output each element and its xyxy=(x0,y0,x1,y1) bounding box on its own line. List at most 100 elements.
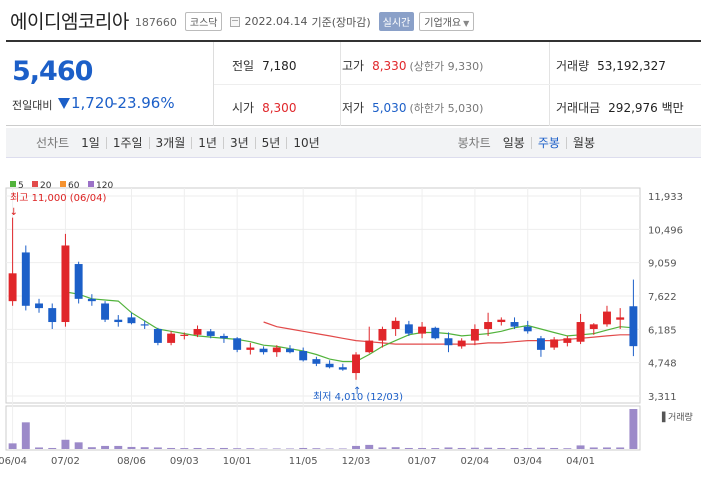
stock-chart[interactable]: 11,933 10,496 9,059 7,622 6,185 4,748 3,311 06/… xyxy=(0,170,705,488)
period-tab[interactable]: 5년 xyxy=(256,136,288,149)
volume-frame xyxy=(5,405,641,451)
candle-body xyxy=(365,340,374,353)
volume-bar xyxy=(563,448,572,449)
volume-bar xyxy=(299,447,308,449)
x-tick-label: 04/01 xyxy=(566,456,595,467)
candle-body xyxy=(338,367,347,370)
volume-bar xyxy=(167,447,176,449)
candle-body xyxy=(180,334,189,336)
x-tick-label: 10/01 xyxy=(223,456,252,467)
period-tab[interactable]: 1주일 xyxy=(107,136,150,149)
candle-body xyxy=(457,340,466,347)
candle-period-tab[interactable]: 주봉 xyxy=(532,136,567,149)
volume-bar xyxy=(8,443,17,449)
divider xyxy=(214,84,701,85)
amount-value: 292,976 백만 xyxy=(608,101,684,115)
low-arrow: ↑ xyxy=(353,386,361,397)
candle-period-tab[interactable]: 일봉 xyxy=(497,136,532,149)
candle-body xyxy=(325,363,334,368)
low-cell: 저가 5,030 (하한가 5,030) xyxy=(342,99,483,116)
volume-bar xyxy=(603,447,611,449)
volume-bar xyxy=(219,447,228,449)
candle-body xyxy=(101,303,110,320)
candle-body xyxy=(233,338,242,350)
candle-body xyxy=(87,298,96,302)
volume-bar xyxy=(48,447,57,449)
volume-bar xyxy=(180,448,189,449)
legend-swatch xyxy=(32,181,38,187)
prev-close-value: 7,180 xyxy=(262,59,297,73)
volume-bar xyxy=(550,447,559,449)
candle-body xyxy=(352,354,360,374)
volume-bar xyxy=(444,447,453,449)
period-tab[interactable]: 3개월 xyxy=(150,136,193,149)
candle-body xyxy=(8,273,17,302)
candle-body xyxy=(193,328,202,335)
candle-chart-label: 봉차트 xyxy=(457,136,491,150)
candle-body xyxy=(523,326,532,332)
volume-bar xyxy=(365,444,374,449)
x-tick-label: 07/02 xyxy=(51,456,80,467)
candle-body xyxy=(484,322,493,329)
volume-bar xyxy=(87,447,96,449)
volume-bar xyxy=(338,448,347,449)
candle-body xyxy=(21,252,30,306)
y-tick-label: 6,185 xyxy=(648,325,677,336)
stock-code: 187660 xyxy=(134,15,177,29)
y-tick-label: 9,059 xyxy=(648,259,677,270)
candle-body xyxy=(629,306,638,347)
y-tick-label: 4,748 xyxy=(648,359,677,370)
period-tab[interactable]: 3년 xyxy=(224,136,256,149)
high-value: 8,330 xyxy=(372,59,407,73)
period-tab[interactable]: 1일 xyxy=(75,136,107,149)
company-name[interactable]: 에이디엠코리아 xyxy=(10,10,129,33)
candle-body xyxy=(246,347,255,350)
high-arrow: ↓ xyxy=(10,207,18,218)
volume-bar xyxy=(431,448,440,449)
x-tick-label: 08/06 xyxy=(117,456,146,467)
amount-cell: 거래대금 292,976 백만 xyxy=(556,99,684,116)
candle-body xyxy=(219,335,228,339)
volume-bar xyxy=(510,447,519,449)
market-badge: 코스닥 xyxy=(184,12,223,31)
candle-body xyxy=(312,359,321,364)
volume-bar xyxy=(114,445,123,449)
candle-body xyxy=(444,338,453,346)
volume-bar xyxy=(286,448,294,449)
period-tab[interactable]: 1년 xyxy=(192,136,224,149)
legend-label: 20 xyxy=(40,181,52,191)
candle-body xyxy=(140,324,149,326)
company-overview-button[interactable]: 기업개요 ▼ xyxy=(419,12,475,31)
volume-bar xyxy=(523,447,532,449)
period-tab[interactable]: 10년 xyxy=(293,135,320,150)
volume-bar xyxy=(259,448,268,449)
candle-body xyxy=(259,348,268,353)
upper-limit-note: (상한가 9,330) xyxy=(409,60,484,73)
candle-body xyxy=(299,351,308,361)
current-price-panel: 5,460 전일대비 1,720 -23.96% xyxy=(6,42,214,126)
x-tick-label: 02/04 xyxy=(460,456,489,467)
volume-legend-icon: ▌ xyxy=(661,411,669,423)
candle-period-tab[interactable]: 월봉 xyxy=(572,135,595,150)
price-change-value: 1,720 xyxy=(71,94,114,112)
low-value: 5,030 xyxy=(372,101,407,115)
realtime-button[interactable]: 실시간 xyxy=(378,12,415,31)
volume-bar xyxy=(272,448,281,449)
as-of-date: 2022.04.14 xyxy=(244,15,308,28)
volume-bar xyxy=(589,447,598,449)
ma5-line xyxy=(65,291,634,363)
candle-body xyxy=(48,308,57,323)
candle-body xyxy=(35,303,43,309)
y-tick-label: 3,311 xyxy=(648,392,677,403)
volume-bar xyxy=(616,447,625,449)
candlestick-chart[interactable]: 11,933 10,496 9,059 7,622 6,185 4,748 3,311 06/… xyxy=(0,170,705,488)
x-tick-label: 06/04 xyxy=(0,456,27,467)
volume-label: 거래량 xyxy=(556,59,590,73)
as-of-basis: 기준(장마감) xyxy=(311,15,371,29)
volume-bar xyxy=(484,447,493,449)
volume-bar xyxy=(404,447,413,449)
volume-bar xyxy=(193,447,202,449)
company-overview-label: 기업개요 xyxy=(424,18,462,29)
high-label: 고가 xyxy=(342,59,365,73)
legend-label: 60 xyxy=(68,181,80,191)
